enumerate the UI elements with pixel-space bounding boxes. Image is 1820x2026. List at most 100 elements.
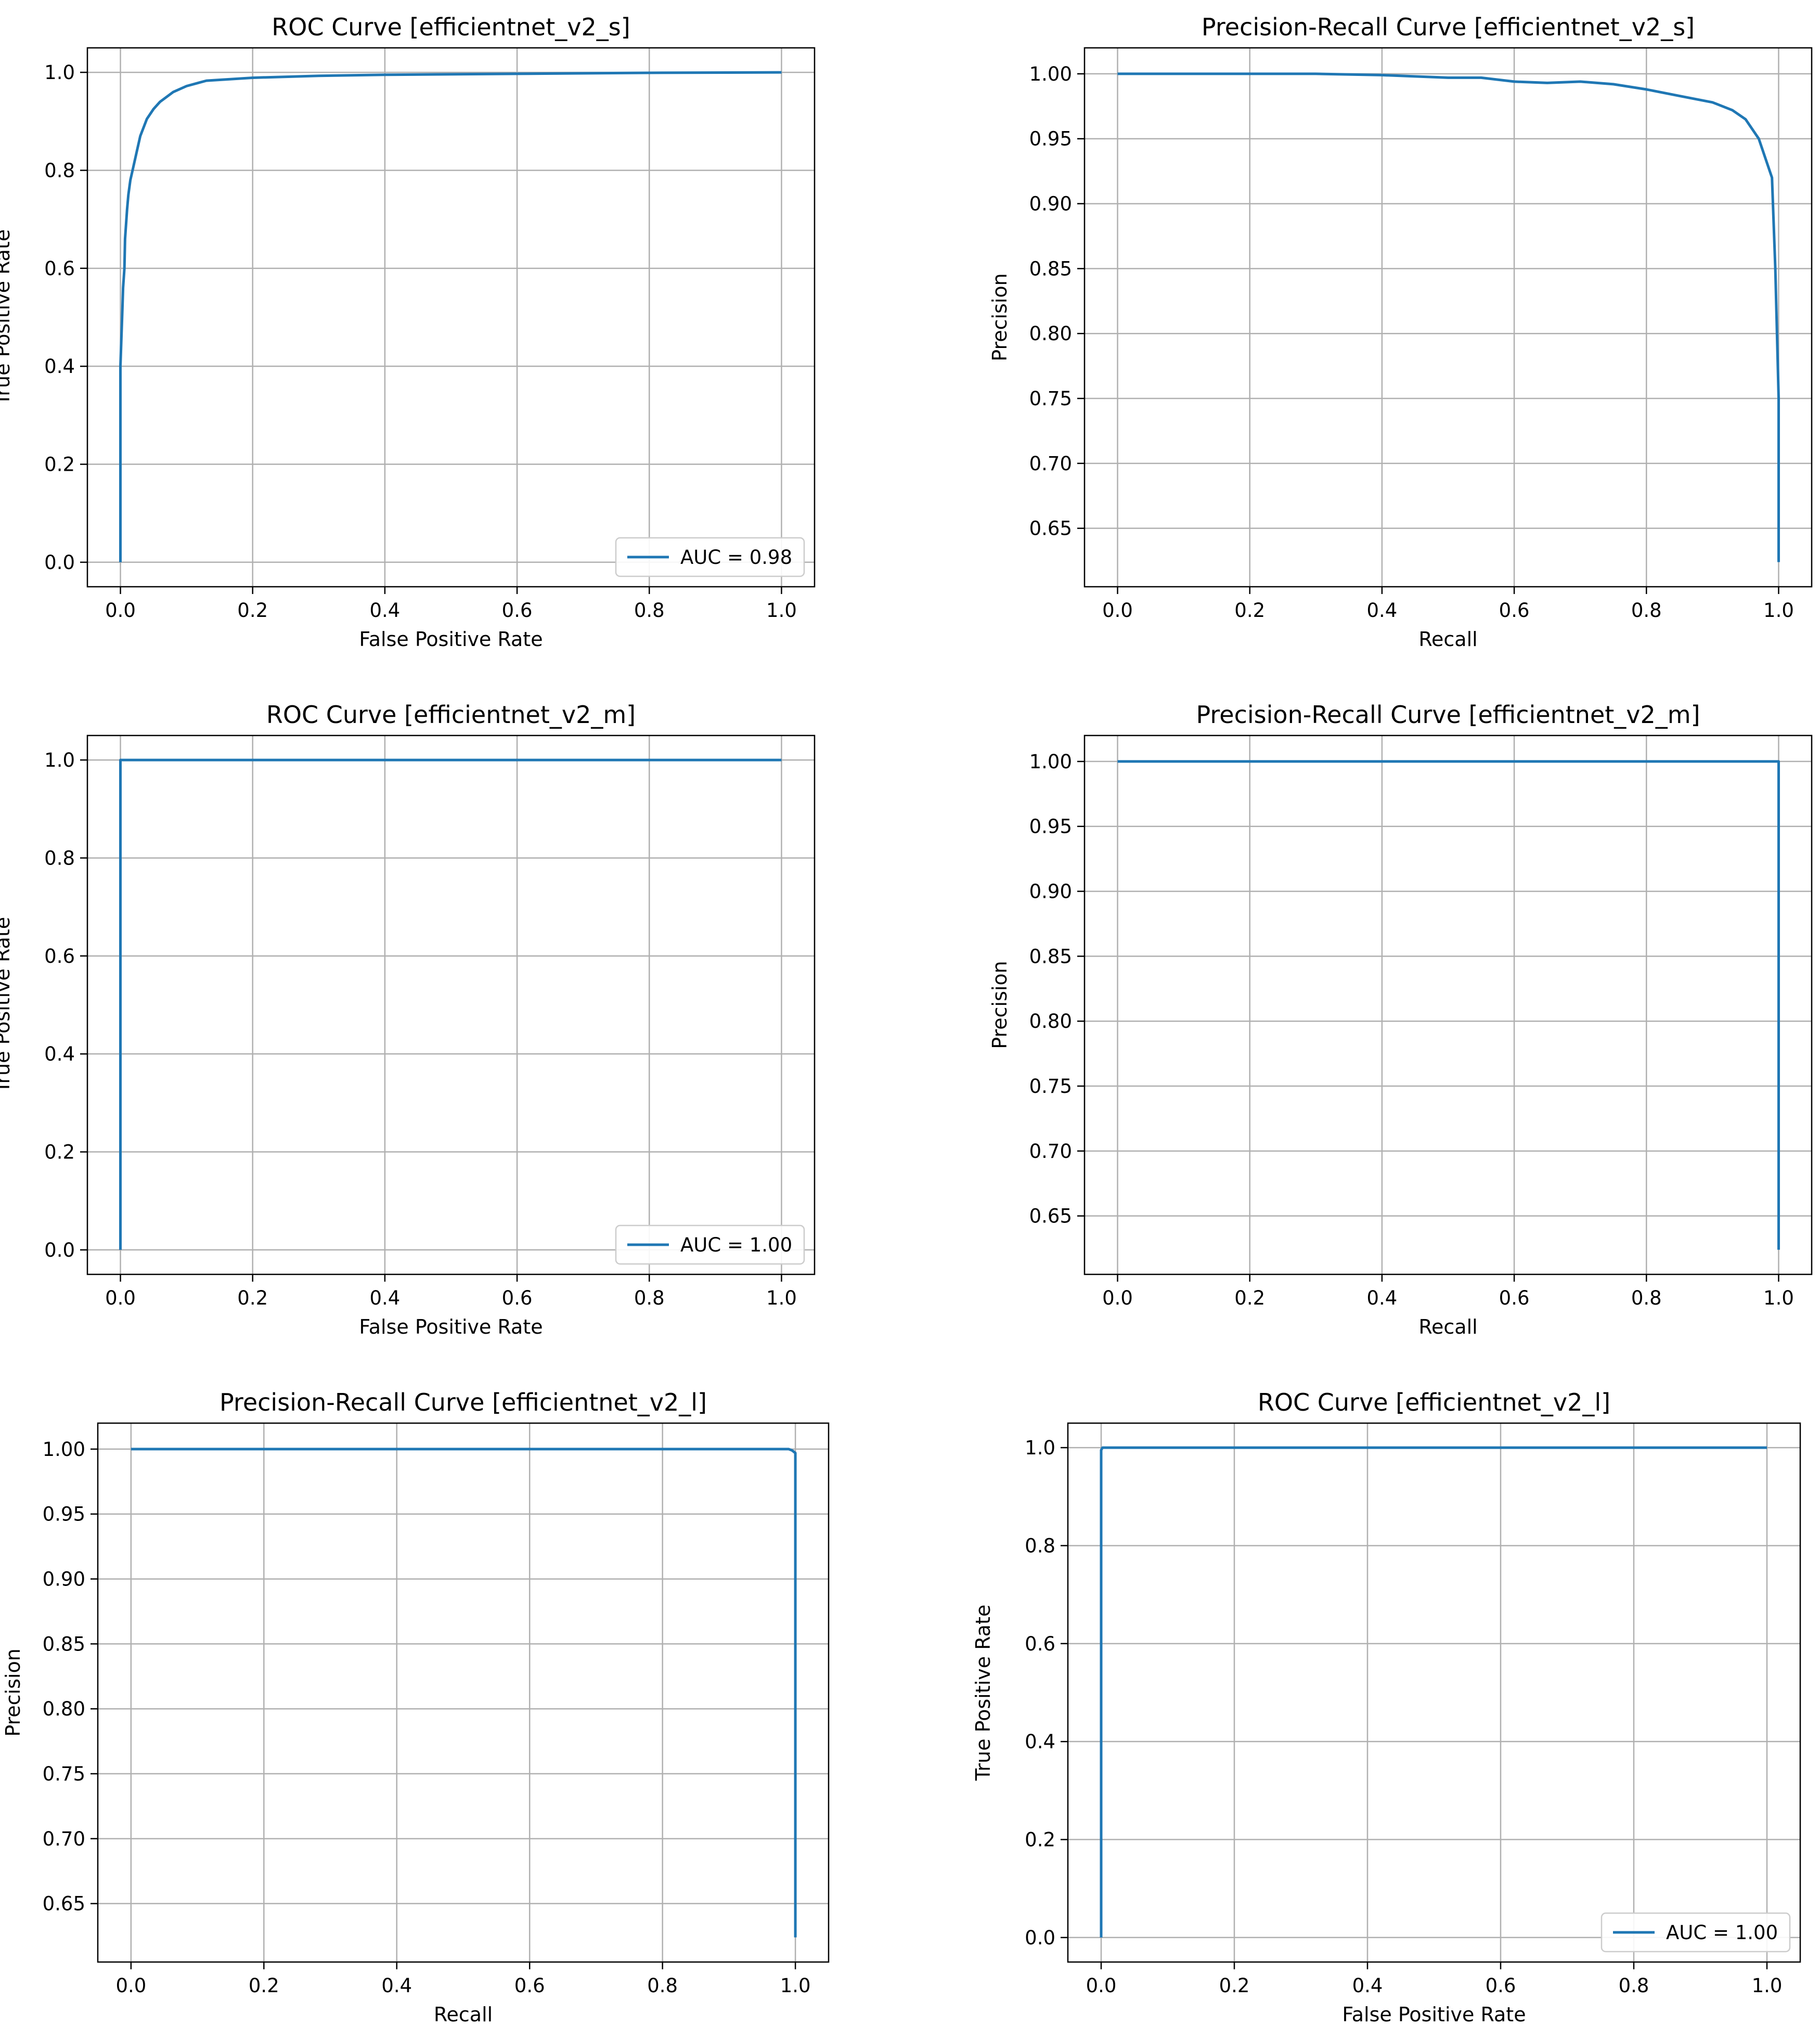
y-tick-label: 0.65 [1029,518,1072,540]
y-tick-label: 0.80 [43,1698,85,1720]
series-line [131,1448,797,1938]
y-tick-label: 1.00 [43,1438,85,1461]
axes-frame [86,47,816,588]
x-tick-label: 0.2 [1219,1975,1250,1997]
y-axis-label: True Positive Rate [972,1605,995,1782]
chart-panel-1: 0.0 0.2 0.4 0.6 0.8 1.0 0.0 0.2 0.4 0.6 0.8 1.0 ROC … [0,13,816,651]
y-tick-label: 0.8 [1025,1534,1055,1557]
y-tick-label: 0.2 [44,1141,75,1164]
x-tick-label: 0.4 [369,599,400,622]
x-axis-label: False Positive Rate [359,1315,543,1338]
y-tick-label: 0.75 [43,1763,85,1785]
y-tick-label: 0.8 [44,159,75,182]
chart-title: Precision-Recall Curve [efficientnet_v2_… [1202,13,1695,41]
y-tick-label: 0.65 [1029,1205,1072,1228]
x-tick-label: 0.6 [502,1287,533,1309]
y-tick-label: 0.2 [1025,1829,1055,1851]
y-tick-label: 0.95 [43,1503,85,1526]
y-tick-label: 0.90 [43,1568,85,1591]
y-tick-label: 0.0 [1025,1927,1055,1949]
x-tick-label: 0.6 [502,599,533,622]
y-axis-label: True Positive Rate [0,229,14,406]
x-tick-label: 1.0 [1763,1287,1794,1309]
x-tick-label: 0.8 [1631,1287,1662,1309]
legend-label: AUC = 0.98 [680,546,792,569]
y-tick-label: 0.0 [44,551,75,574]
y-tick-label: 0.4 [44,355,75,378]
x-tick-label: 1.0 [766,1287,797,1309]
legend: AUC = 1.00 [615,1224,805,1265]
x-axis-label: Recall [1418,1315,1477,1338]
y-axis-label: Precision [988,961,1011,1049]
x-tick-label: 0.2 [1234,1287,1265,1309]
x-tick-label: 0.4 [1352,1975,1383,1997]
axes-frame [1067,1422,1801,1963]
y-axis-label: Precision [2,1648,24,1737]
y-tick-label: 0.2 [44,454,75,476]
legend-box [615,537,805,577]
axes-frame [1083,47,1813,588]
legend-label: AUC = 1.00 [680,1234,792,1256]
y-tick-label: 0.8 [44,847,75,869]
y-tick-label: 0.80 [1029,322,1072,345]
y-tick-label: 0.6 [1025,1633,1055,1655]
x-tick-label: 0.0 [105,599,136,622]
chart-panel-3: 0.0 0.2 0.4 0.6 0.8 1.0 0.0 0.2 0.4 0.6 0.8 1.0 ROC … [0,701,816,1338]
series-line [1100,1446,1767,1938]
x-tick-label: 0.0 [1102,1287,1133,1309]
y-tick-label: 0.95 [1029,816,1072,838]
axes-frame [1083,734,1813,1275]
axes-frame [86,734,816,1275]
y-tick-label: 0.90 [1029,881,1072,903]
chart-title: Precision-Recall Curve [efficientnet_v2_… [220,1388,707,1416]
x-tick-label: 1.0 [766,599,797,622]
y-tick-label: 0.85 [43,1633,85,1655]
x-tick-label: 0.6 [1499,599,1530,622]
x-tick-label: 0.6 [1499,1287,1530,1309]
series-line [119,758,782,1250]
chart-panel-6: 0.0 0.2 0.4 0.6 0.8 1.0 0.0 0.2 0.4 0.6 0.8 1.0 ROC … [972,1388,1801,2026]
legend-box [1600,1912,1791,1953]
x-tick-label: 0.8 [1631,599,1662,622]
y-tick-label: 0.85 [1029,257,1072,280]
y-axis-label: Precision [988,273,1011,362]
series-line [1117,72,1780,562]
x-tick-label: 0.0 [115,1975,146,1997]
y-tick-label: 0.95 [1029,128,1072,150]
chart-title: ROC Curve [efficientnet_v2_s] [272,13,630,41]
x-axis-label: Recall [1418,628,1477,651]
x-tick-label: 0.8 [634,1287,665,1309]
x-tick-label: 0.2 [1234,599,1265,622]
chart-title: ROC Curve [efficientnet_v2_m] [266,701,636,729]
series-line [1117,760,1780,1250]
chart-title: Precision-Recall Curve [efficientnet_v2_… [1196,701,1700,729]
y-tick-label: 0.4 [1025,1731,1055,1753]
y-tick-label: 0.6 [44,257,75,280]
y-tick-label: 1.00 [1029,63,1072,85]
legend: AUC = 0.98 [615,537,805,577]
x-tick-label: 0.6 [514,1975,545,1997]
y-tick-label: 0.65 [43,1893,85,1915]
x-tick-label: 0.0 [105,1287,136,1309]
x-tick-label: 0.0 [1086,1975,1117,1997]
chart-panel-5: 0.0 0.2 0.4 0.6 0.8 1.0 0.65 0.70 0.75 0.80 0.85 0.… [2,1388,830,2026]
legend-label: AUC = 1.00 [1666,1921,1778,1944]
y-tick-label: 1.00 [1029,751,1072,773]
x-axis-label: False Positive Rate [359,628,543,651]
y-tick-label: 0.85 [1029,945,1072,967]
y-tick-label: 0.70 [1029,453,1072,475]
y-tick-label: 1.0 [1025,1437,1055,1459]
y-tick-label: 1.0 [44,749,75,771]
x-tick-label: 0.4 [1366,1287,1397,1309]
axes-frame [97,1422,830,1963]
chart-title: ROC Curve [efficientnet_v2_l] [1258,1388,1610,1416]
y-tick-label: 0.0 [44,1239,75,1261]
legend-box [615,1224,805,1265]
x-tick-label: 0.8 [1619,1975,1649,1997]
x-tick-label: 0.0 [1102,599,1133,622]
x-tick-label: 0.4 [1366,599,1397,622]
x-tick-label: 0.2 [249,1975,279,1997]
x-axis-label: False Positive Rate [1342,2003,1526,2026]
y-tick-label: 0.70 [43,1828,85,1850]
